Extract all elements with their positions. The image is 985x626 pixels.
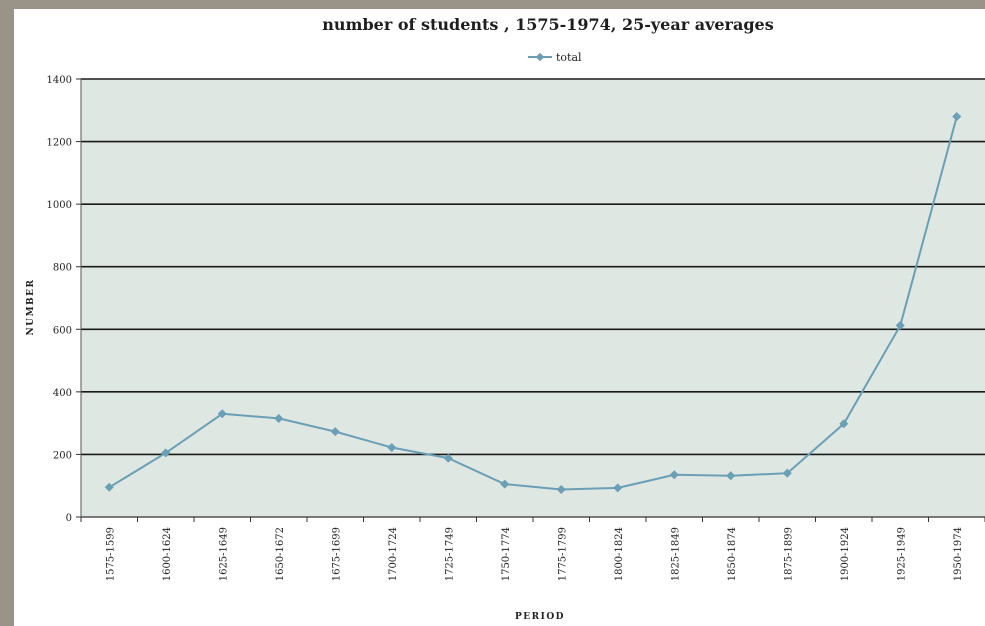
x-tick-label: 1850-1874 <box>727 527 738 581</box>
x-tick-label: 1650-1672 <box>275 527 286 581</box>
x-tick-label: 1800-1824 <box>614 527 625 581</box>
y-tick-label: 1200 <box>47 138 72 149</box>
plot-area <box>81 79 985 517</box>
data-point <box>726 471 736 481</box>
data-point <box>669 470 679 480</box>
x-axis-title: PERIOD <box>515 612 565 622</box>
y-tick-label: 1400 <box>47 75 72 86</box>
y-tick-label: 400 <box>53 388 72 399</box>
data-point <box>556 484 566 494</box>
x-tick-label: 1925-1949 <box>896 527 907 581</box>
x-tick-label: 1875-1899 <box>783 527 794 581</box>
y-tick-label: 200 <box>53 450 72 461</box>
y-tick-label: 800 <box>53 263 72 274</box>
x-tick-label: 1625-1649 <box>218 527 229 581</box>
y-tick-label: 600 <box>53 325 72 336</box>
chart-frame: number of students , 1575-1974, 25-year … <box>14 9 985 626</box>
legend: total <box>528 51 582 64</box>
x-tick-label: 1750-1774 <box>501 527 512 581</box>
series-line-total <box>108 116 958 491</box>
y-axis-title: NUMBER <box>26 279 36 336</box>
y-tick-label: 1000 <box>47 200 72 211</box>
x-tick-label: 1725-1749 <box>444 527 455 581</box>
legend-marker <box>535 52 545 62</box>
data-point <box>104 482 114 492</box>
x-tick-label: 1575-1599 <box>105 527 116 581</box>
x-tick-label: 1775-1799 <box>557 527 568 581</box>
y-tick-label: 0 <box>66 513 72 524</box>
x-tick-label: 1675-1699 <box>331 527 342 581</box>
x-tick-label: 1900-1924 <box>840 527 851 581</box>
data-point <box>161 448 171 458</box>
x-tick-label: 1825-1849 <box>670 527 681 581</box>
legend-label: total <box>556 51 582 64</box>
x-tick-label: 1950-1974 <box>953 527 964 581</box>
chart-title: number of students , 1575-1974, 25-year … <box>322 15 773 34</box>
x-tick-label: 1600-1624 <box>162 527 173 581</box>
x-tick-label: 1700-1724 <box>388 527 399 581</box>
line-chart: number of students , 1575-1974, 25-year … <box>26 15 985 622</box>
data-point <box>217 409 227 419</box>
